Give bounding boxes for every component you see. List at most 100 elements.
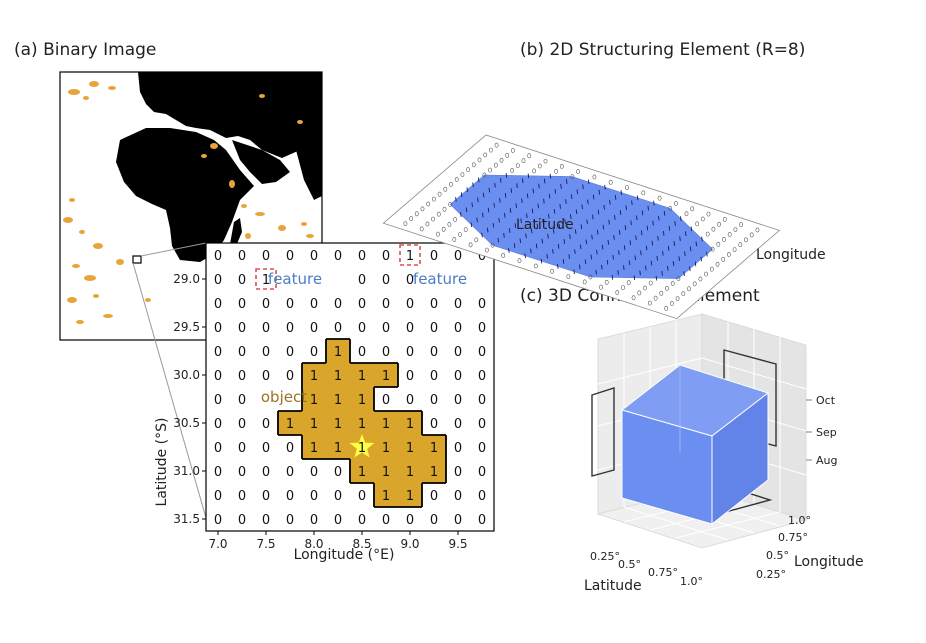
grid-cell-value: 0 [430, 393, 438, 408]
object-cell [302, 387, 326, 411]
grid-cell-value: 0 [286, 297, 294, 312]
grid-cell-value: 0 [478, 465, 486, 480]
time-tick-label: Aug [816, 454, 837, 467]
grid-cell-value: 0 [214, 345, 222, 360]
grid-cell-value: 0 [406, 393, 414, 408]
grid-cell-value: 0 [358, 249, 366, 264]
structuring-element: Latitude Longitude [382, 134, 826, 320]
grid-cell-value: 0 [238, 249, 246, 264]
connectivity-lon-label: Longitude [794, 554, 864, 570]
grid-cell-value: 1 [382, 465, 390, 480]
left-projection [591, 387, 615, 477]
africa-landmass [116, 128, 254, 262]
grid-cell-value: 1 [382, 417, 390, 432]
object-label: object [261, 388, 307, 406]
grid-cell-value: 0 [406, 369, 414, 384]
grid-cell-value: 0 [334, 321, 342, 336]
object-cell [374, 411, 398, 435]
grid-cell-value: 0 [478, 441, 486, 456]
feature-label-1: feature [268, 270, 322, 288]
zoom-line-top [140, 242, 207, 257]
grid-cell-value: 0 [286, 345, 294, 360]
grid-cell-value: 0 [214, 321, 222, 336]
grid-cell-value: 0 [310, 489, 318, 504]
feature-highlight-box [399, 244, 421, 266]
grid-cell-value: 1 [358, 369, 366, 384]
zoom-line-bottom [132, 262, 207, 519]
grid-cell-value: 0 [238, 465, 246, 480]
structuring-x-label: Longitude [756, 247, 826, 263]
grid-cell-value: 0 [286, 249, 294, 264]
grid-cell-value: 0 [238, 513, 246, 528]
grid-x-tick-label: 7.0 [208, 537, 227, 551]
object-centroid-star [349, 434, 375, 458]
grid-cell-value: 0 [454, 321, 462, 336]
grid-y-axis-label: Latitude (°S) [154, 418, 170, 507]
lon-tick-label: 0.75° [778, 531, 808, 544]
object-cell [302, 411, 326, 435]
grid-cell-value: 0 [454, 489, 462, 504]
grid-cell-value: 0 [262, 441, 270, 456]
grid-cell-value: 1 [334, 369, 342, 384]
grid-cell-value: 0 [238, 393, 246, 408]
structuring-y-label: Latitude [516, 217, 574, 233]
grid-cell-value: 0 [334, 513, 342, 528]
grid-cell-value: 0 [382, 249, 390, 264]
grid-cell-value: 0 [454, 297, 462, 312]
object-cell [326, 339, 350, 363]
map-features [63, 81, 314, 324]
grid-cell-value: 0 [382, 297, 390, 312]
lon-tick-label: 1.0° [788, 514, 811, 527]
grid-cell-value: 0 [358, 321, 366, 336]
grid-cell-value: 0 [262, 249, 270, 264]
grid-cell-value: 0 [478, 369, 486, 384]
object-cell [326, 363, 350, 387]
grid-x-axis-label: Longitude (°E) [294, 547, 395, 563]
object-cell [350, 387, 374, 411]
grid-cell-value: 0 [262, 345, 270, 360]
grid-cell-value: 0 [454, 249, 462, 264]
grid-cell-value: 0 [262, 513, 270, 528]
world-map [59, 71, 323, 341]
grid-cell-value: 0 [214, 393, 222, 408]
grid-cell-value: 1 [382, 489, 390, 504]
grid-cell-value: 0 [454, 417, 462, 432]
lat-tick-label: 0.25° [590, 550, 620, 563]
grid-y-tick-label: 30.5 [173, 416, 200, 430]
grid-cell-value: 1 [382, 369, 390, 384]
grid-cell-value: 0 [382, 513, 390, 528]
object-cell [374, 483, 398, 507]
grid-cell-value: 0 [310, 321, 318, 336]
grid-cell-value: 0 [478, 321, 486, 336]
time-tick-label: Oct [816, 394, 836, 407]
eurasia-landmass [138, 72, 322, 158]
grid-cell-value: 1 [334, 441, 342, 456]
grid-cell-value: 0 [262, 489, 270, 504]
grid-cell-value: 0 [214, 297, 222, 312]
grid-cell-value: 0 [358, 345, 366, 360]
object-cell [374, 459, 398, 483]
grid-cell-value: 0 [310, 513, 318, 528]
grid-cell-value: 0 [430, 297, 438, 312]
grid-cell-value: 0 [238, 273, 246, 288]
grid-cell-value: 0 [430, 513, 438, 528]
grid-cell-value: 0 [214, 441, 222, 456]
object-cell [398, 483, 422, 507]
grid-cell-value: 0 [214, 465, 222, 480]
grid-cell-value: 1 [310, 441, 318, 456]
madagascar-landmass [230, 218, 242, 246]
grid-cell-value: 0 [382, 321, 390, 336]
grid-cell-value: 0 [430, 417, 438, 432]
grid-cell-value: 0 [286, 489, 294, 504]
object-cell [350, 363, 374, 387]
connectivity-lat-label: Latitude [584, 578, 642, 594]
grid-cell-value: 0 [334, 297, 342, 312]
grid-cell-value: 0 [262, 417, 270, 432]
grid-cell-value: 0 [238, 417, 246, 432]
panel-a-title: (a) Binary Image [14, 40, 157, 60]
grid-cell-value: 0 [334, 249, 342, 264]
grid-cell-value: 0 [430, 249, 438, 264]
grid-cell-value: 0 [478, 393, 486, 408]
